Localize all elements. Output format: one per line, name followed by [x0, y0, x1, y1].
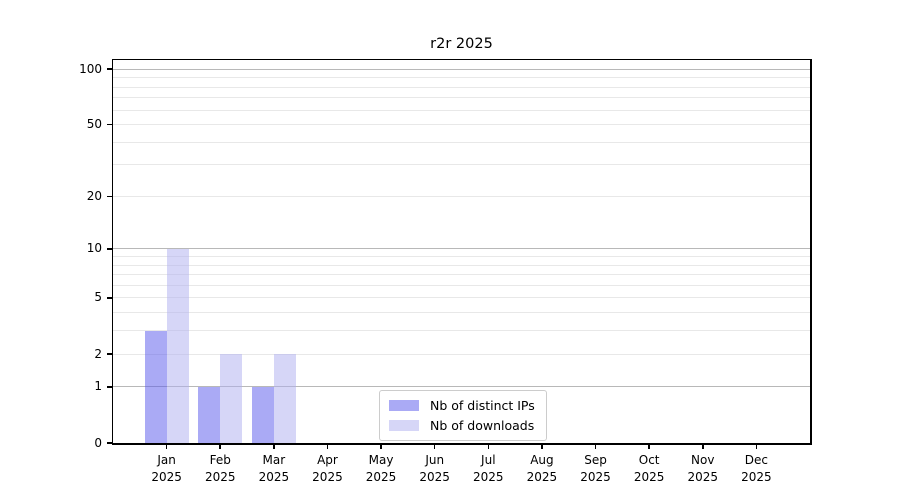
y-tick-2	[107, 353, 112, 355]
y-tick-10	[107, 248, 112, 250]
minor-gridline-9	[113, 256, 810, 257]
minor-gridline-2	[113, 353, 810, 355]
major-gridline-100	[113, 68, 810, 70]
y-tick-label-50: 50	[86, 117, 102, 132]
legend-swatch-downloads	[389, 420, 419, 431]
y-tick-label-100: 100	[79, 61, 102, 76]
minor-gridline-3	[113, 330, 810, 332]
x-tick-dec	[755, 444, 758, 449]
bar-feb-downloads	[220, 354, 243, 443]
y-tick-label-20: 20	[86, 188, 102, 203]
legend-label-distinct-ips: Nb of distinct IPs	[430, 398, 535, 413]
chart-title: r2r 2025	[430, 36, 493, 52]
x-tick-feb	[219, 444, 221, 449]
x-tick-jun	[433, 444, 436, 449]
right-spine	[810, 58, 812, 445]
y-tick-label-0: 0	[94, 435, 102, 450]
minor-gridline-50	[113, 124, 810, 126]
y-tick-50	[107, 123, 112, 126]
legend-swatch-distinct-ips	[389, 400, 419, 411]
minor-gridline-40	[113, 141, 810, 143]
minor-gridline-8	[113, 264, 810, 266]
x-tick-label-aug: Aug 2025	[526, 453, 558, 484]
major-gridline-10	[113, 248, 810, 250]
minor-gridline-5	[113, 297, 810, 299]
minor-gridline-90	[113, 77, 810, 79]
bar-feb-distinct-ips	[198, 386, 221, 443]
bar-mar-downloads	[273, 354, 296, 443]
x-tick-nov	[702, 444, 704, 449]
legend-item-downloads: Nb of downloads	[389, 418, 535, 433]
y-axis-spine	[111, 58, 113, 445]
bar-jan-downloads	[166, 248, 189, 443]
major-gridline-1	[113, 386, 810, 388]
minor-gridline-30	[113, 164, 810, 166]
minor-gridline-70	[113, 97, 810, 99]
top-spine	[113, 58, 810, 60]
x-tick-label-apr: Apr 2025	[312, 453, 343, 484]
y-tick-1	[107, 386, 112, 388]
y-tick-label-1: 1	[94, 379, 102, 394]
x-tick-label-oct: Oct 2025	[633, 453, 665, 484]
minor-gridline-60	[113, 109, 810, 111]
y-tick-5	[107, 297, 112, 299]
x-tick-sep	[594, 444, 597, 449]
bar-mar-distinct-ips	[251, 386, 274, 443]
x-tick-label-feb: Feb 2025	[204, 453, 236, 484]
x-tick-label-jan: Jan 2025	[151, 453, 182, 484]
plot-area: Nb of distinct IPs Nb of downloads	[111, 58, 812, 445]
x-tick-label-sep: Sep 2025	[580, 453, 611, 484]
legend-item-distinct-ips: Nb of distinct IPs	[389, 398, 535, 413]
y-tick-label-10: 10	[86, 241, 102, 256]
x-tick-jul	[487, 444, 490, 449]
minor-gridline-20	[113, 195, 810, 197]
x-tick-label-jul: Jul 2025	[473, 453, 504, 484]
x-tick-aug	[541, 444, 543, 449]
x-tick-label-nov: Nov 2025	[687, 453, 719, 484]
y-tick-label-5: 5	[94, 290, 102, 305]
x-tick-apr	[326, 444, 329, 449]
y-tick-20	[107, 195, 112, 198]
y-tick-100	[107, 68, 112, 70]
x-tick-label-may: May 2025	[365, 453, 397, 484]
x-tick-jan	[165, 444, 168, 449]
x-tick-label-dec: Dec 2025	[741, 453, 772, 484]
x-tick-oct	[648, 444, 650, 449]
x-tick-label-mar: Mar 2025	[258, 453, 290, 484]
minor-gridline-7	[113, 274, 810, 276]
minor-gridline-4	[113, 312, 810, 314]
x-axis-spine	[113, 443, 810, 445]
legend-label-downloads: Nb of downloads	[430, 418, 535, 433]
bar-jan-distinct-ips	[144, 330, 167, 443]
y-tick-0	[107, 442, 112, 444]
x-tick-label-jun: Jun 2025	[419, 453, 450, 484]
legend: Nb of distinct IPs Nb of downloads	[379, 390, 547, 441]
minor-gridline-80	[113, 86, 810, 88]
x-tick-may	[380, 444, 382, 449]
y-tick-label-2: 2	[94, 346, 102, 361]
minor-gridline-6	[113, 284, 810, 286]
x-tick-mar	[273, 444, 275, 449]
